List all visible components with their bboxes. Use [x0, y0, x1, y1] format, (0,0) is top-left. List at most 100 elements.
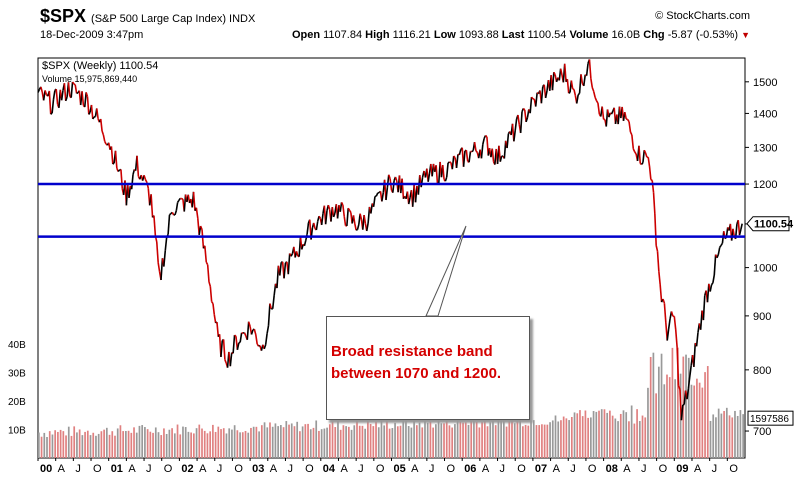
volume-bar [584, 410, 587, 458]
x-tick-label: O [447, 463, 456, 475]
volume-bar [103, 429, 105, 458]
volume-bar [418, 422, 421, 458]
price-segment [163, 250, 167, 267]
price-segment [206, 264, 210, 282]
volume-bar [274, 423, 277, 458]
price-segment [652, 192, 656, 215]
volume-bar [467, 424, 470, 458]
price-segment [573, 89, 577, 96]
price-segment [359, 213, 363, 220]
volume-bar [318, 430, 320, 458]
volume-bar [462, 422, 464, 458]
price-segment [588, 59, 592, 79]
price-segment [208, 281, 212, 287]
volume-bar [500, 417, 502, 458]
price-segment [471, 149, 474, 153]
volume-bar [244, 430, 247, 458]
volume-bar [470, 421, 473, 458]
volume-bar [647, 387, 649, 458]
price-segment [455, 154, 459, 169]
volume-bar [543, 424, 546, 458]
volume-bar [212, 424, 214, 458]
price-segment [85, 92, 89, 97]
price-segment [110, 146, 114, 165]
price-segment [50, 112, 53, 115]
last-value-label: 1100.54 [754, 219, 794, 231]
price-segment [48, 90, 52, 115]
volume-bar [557, 421, 560, 458]
volume-bar [320, 429, 323, 458]
price-segment [264, 333, 268, 345]
x-tick-label: J [641, 463, 647, 475]
volume-bar [347, 426, 350, 458]
volume-bar [508, 419, 511, 458]
volume-bar [46, 436, 48, 458]
volume-bar [358, 425, 361, 458]
volume-bar [260, 425, 263, 458]
price-segment [356, 224, 360, 230]
volume-bar [76, 432, 78, 458]
price-segment [465, 150, 469, 162]
price-segment [271, 295, 275, 309]
volume-bar [573, 412, 576, 458]
price-segment [63, 83, 67, 101]
volume-bar [233, 425, 236, 458]
price-segment [51, 99, 55, 114]
source-label[interactable]: © StockCharts.com [655, 10, 750, 22]
price-segment [447, 161, 450, 164]
price-segment [211, 301, 214, 305]
x-tick-label: 01 [111, 463, 123, 475]
volume-bar [326, 427, 328, 458]
volume-bar [502, 420, 505, 458]
volume-bar [168, 429, 171, 458]
index-name: (S&P 500 Large Cap Index) INDX [91, 13, 256, 25]
volume-bar [89, 435, 92, 458]
price-segment [81, 91, 85, 106]
price-segment [677, 385, 681, 390]
volume-bar [163, 428, 165, 458]
volume-bar [92, 432, 95, 458]
x-tick-label: A [270, 463, 278, 475]
volume-bar [736, 415, 739, 458]
volume-bar [663, 384, 666, 458]
price-segment [632, 148, 636, 153]
volume-last-label: 1597586 [750, 414, 789, 425]
volume-bar [598, 410, 600, 458]
volume-bar [252, 426, 255, 458]
volume-bar [704, 372, 706, 458]
high-value: 1116.21 [392, 29, 431, 41]
price-segment [234, 334, 237, 337]
volume-bar [551, 420, 554, 458]
price-segment [427, 173, 431, 182]
volume-bar [105, 427, 108, 458]
volume-bar [595, 411, 598, 458]
price-segment [663, 303, 667, 323]
price-segment [176, 199, 180, 203]
open-value: 1107.84 [323, 29, 363, 41]
price-segment [595, 100, 599, 104]
volume-bar [511, 419, 513, 458]
volume-bar [43, 432, 46, 458]
volume-bar [489, 422, 492, 458]
x-tick-label: O [659, 463, 668, 475]
price-segment [90, 104, 94, 120]
volume-bar [255, 426, 258, 458]
price-segment [365, 222, 369, 232]
volume-bar [388, 428, 391, 458]
price-segment [568, 91, 571, 94]
price-segment [523, 109, 527, 123]
volume-bar [141, 425, 144, 458]
price-segment [327, 204, 331, 210]
volume-bar [48, 431, 51, 458]
volume-bar [475, 421, 478, 458]
price-segment [101, 130, 105, 136]
x-tick-label: 04 [323, 463, 336, 475]
price-segment [155, 241, 159, 263]
volume-bar [203, 430, 206, 458]
volume-bar [473, 420, 475, 458]
x-tick-label: A [128, 463, 136, 475]
price-segment [229, 352, 233, 367]
price-segment [287, 253, 291, 275]
volume-bar [334, 427, 337, 458]
x-tick-label: J [570, 463, 576, 475]
